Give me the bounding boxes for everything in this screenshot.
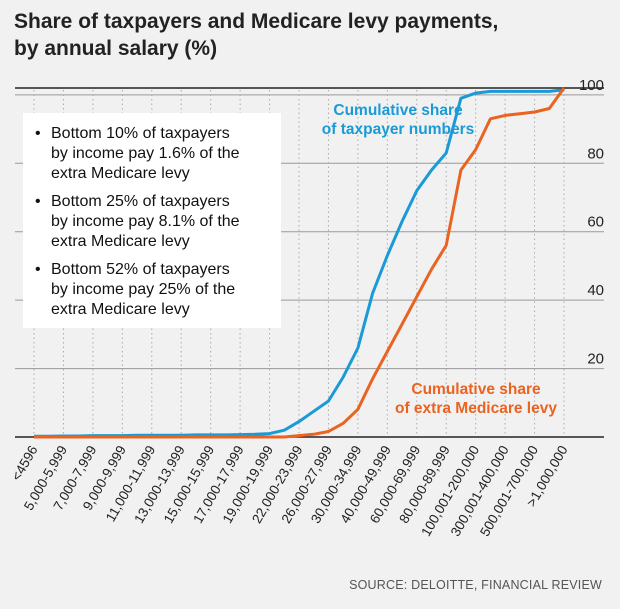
y-tick-label-40: 40 (587, 282, 604, 299)
series-label-taxpayers-line-1: Cumulative share (333, 102, 463, 119)
series-label-medicare-levy-line-2: of extra Medicare levy (395, 400, 557, 417)
info-bullet-2-line-3: extra Medicare levy (51, 233, 190, 250)
series-label-taxpayers-line-2: of taxpayer numbers (322, 121, 474, 138)
y-tick-label-80: 80 (587, 145, 604, 162)
y-tick-label-100: 100 (579, 77, 604, 94)
info-bullet-2-line-1: Bottom 25% of taxpayers (51, 193, 230, 210)
chart-title: Share of taxpayers and Medicare levy pay… (14, 8, 604, 62)
info-box: • Bottom 10% of taxpayers by income pay … (23, 113, 281, 328)
info-bullet-2-line-2: by income pay 8.1% of the (51, 213, 240, 230)
info-bullet-1-line-2: by income pay 1.6% of the (51, 145, 240, 162)
info-bullet-3: • Bottom 52% of taxpayers by income pay … (35, 260, 275, 320)
info-bullet-1: • Bottom 10% of taxpayers by income pay … (35, 124, 275, 184)
info-bullet-3-line-2: by income pay 25% of the (51, 281, 236, 298)
y-tick-label-20: 20 (587, 351, 604, 368)
chart-title-line-1: Share of taxpayers and Medicare levy pay… (14, 10, 499, 33)
info-bullet-3-line-3: extra Medicare levy (51, 301, 190, 318)
bullet-dot: • (35, 261, 41, 278)
series-line-medicare-levy (34, 87, 566, 439)
chart-title-line-2: by annual salary (%) (14, 37, 218, 60)
info-bullet-1-line-3: extra Medicare levy (51, 165, 190, 182)
series-label-medicare-levy-line-1: Cumulative share (411, 381, 541, 398)
info-bullet-1-line-1: Bottom 10% of taxpayers (51, 125, 230, 142)
bullet-dot: • (35, 125, 41, 142)
bullet-dot: • (35, 193, 41, 210)
x-tick-label: <4596 (9, 443, 41, 483)
info-bullet-2: • Bottom 25% of taxpayers by income pay … (35, 192, 275, 252)
source-credit: SOURCE: DELOITTE, FINANCIAL REVIEW (349, 578, 602, 592)
y-tick-label-60: 60 (587, 214, 604, 231)
info-bullet-3-line-1: Bottom 52% of taxpayers (51, 261, 230, 278)
